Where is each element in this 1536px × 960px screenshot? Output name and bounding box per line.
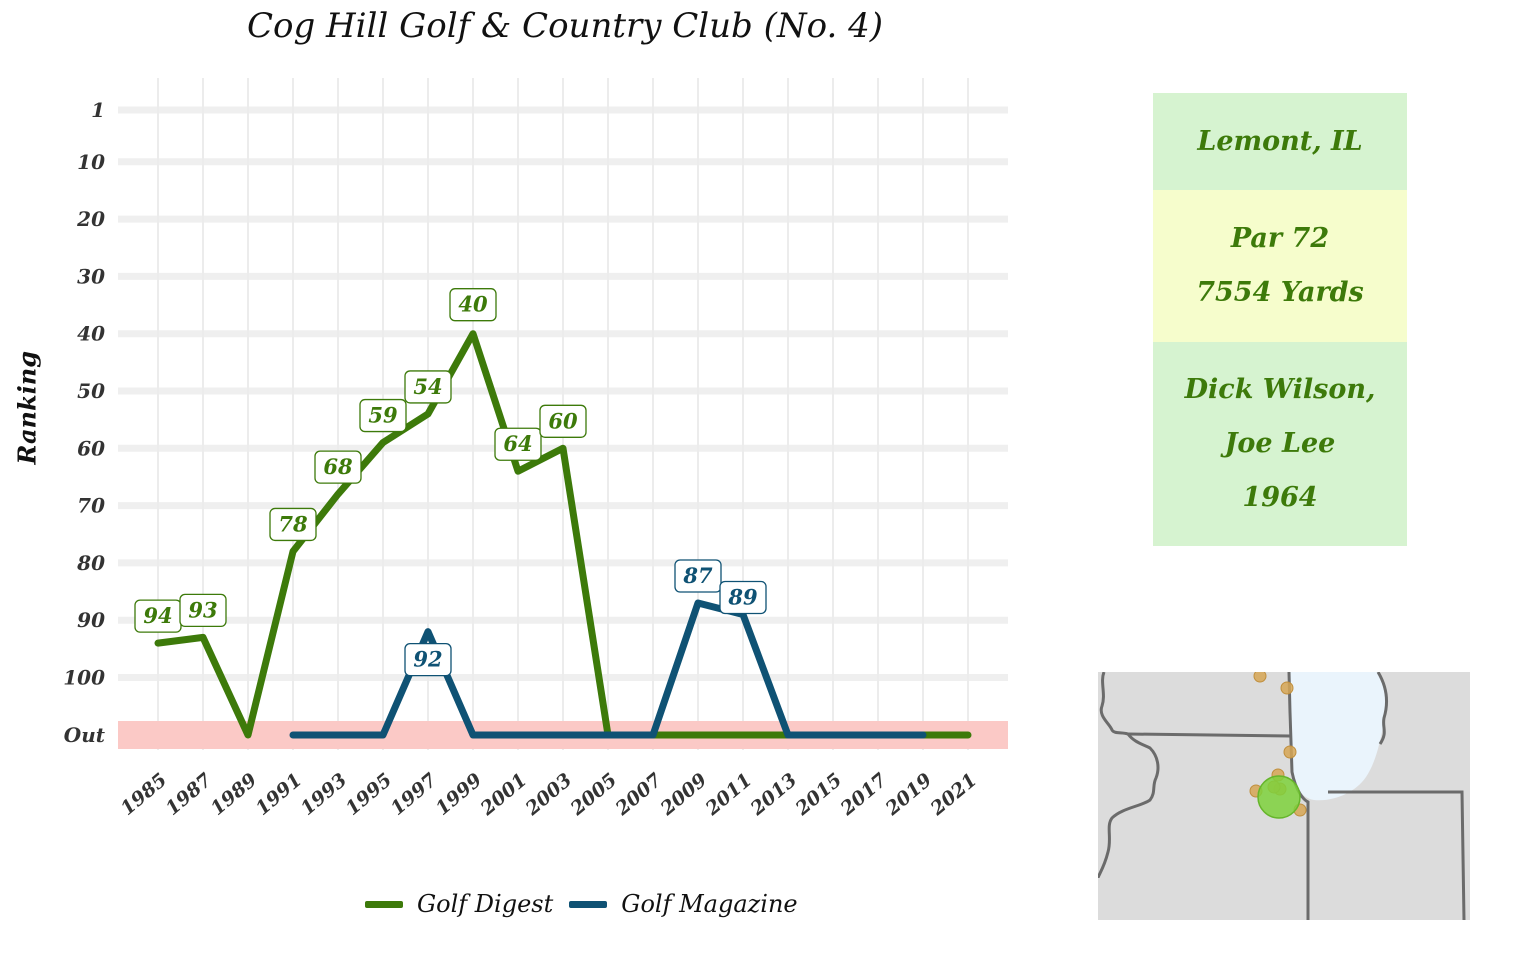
data-label-text: 68 bbox=[323, 454, 353, 479]
data-label: 94 bbox=[134, 599, 182, 633]
grid-layer bbox=[118, 78, 1008, 750]
legend-swatch-golf-magazine bbox=[569, 900, 608, 908]
y-tick-label: 60 bbox=[77, 436, 105, 460]
legend-label-golf-magazine: Golf Magazine bbox=[621, 890, 798, 918]
y-tick-label: 10 bbox=[77, 150, 105, 174]
x-tick-label: 1993 bbox=[297, 769, 352, 820]
chart-title: Cog Hill Golf & Country Club (No. 4) bbox=[246, 6, 884, 46]
data-label: 92 bbox=[404, 643, 452, 677]
ranking-chart: 94 93 78 68 59 54 40 64 60 92 87 89 1 10 20 30 40 50 60 70… bbox=[63, 78, 1008, 820]
data-label-text: 94 bbox=[143, 603, 172, 628]
data-label-text: 93 bbox=[188, 597, 217, 622]
x-tick-label: 2001 bbox=[476, 769, 531, 820]
data-label-box bbox=[404, 643, 452, 677]
data-label-box bbox=[314, 450, 362, 484]
data-label: 59 bbox=[359, 398, 407, 433]
legend-item-golf-digest: Golf Digest bbox=[365, 890, 553, 918]
data-label: 93 bbox=[179, 593, 227, 628]
y-tick-label: 100 bbox=[63, 666, 105, 690]
data-label: 89 bbox=[719, 580, 767, 615]
legend-item-golf-magazine: Golf Magazine bbox=[569, 890, 798, 918]
data-label: 64 bbox=[494, 427, 542, 461]
data-label: 40 bbox=[449, 288, 497, 322]
architect-box: Dick Wilson, Joe Lee 1964 bbox=[1153, 342, 1407, 546]
data-label-box bbox=[494, 427, 542, 461]
y-tick-label: 40 bbox=[77, 322, 105, 346]
x-tick-label: 2007 bbox=[611, 769, 666, 820]
data-label-box bbox=[404, 370, 452, 404]
location-text: Lemont, IL bbox=[1197, 125, 1363, 157]
y-tick-label: 20 bbox=[76, 207, 105, 231]
data-label-box bbox=[539, 404, 587, 438]
legend: Golf Digest Golf Magazine bbox=[365, 890, 814, 918]
data-label-text: 54 bbox=[413, 374, 442, 399]
data-label: 68 bbox=[314, 450, 362, 484]
yards-text: 7554 Yards bbox=[1196, 277, 1364, 308]
data-label-text: 89 bbox=[727, 584, 758, 609]
par-text: Par 72 bbox=[1230, 223, 1330, 254]
data-label-box bbox=[179, 593, 227, 628]
x-tick-label: 2013 bbox=[746, 769, 801, 820]
x-tick-label: 2011 bbox=[701, 769, 756, 820]
data-label-box bbox=[269, 507, 317, 542]
data-labels: 94 93 78 68 59 54 40 64 60 92 87 89 bbox=[134, 288, 767, 677]
x-tick-label: 2021 bbox=[926, 769, 981, 820]
x-tick-label: 1991 bbox=[252, 769, 307, 820]
architect-line-2: Joe Lee bbox=[1224, 428, 1336, 459]
legend-swatch-golf-digest bbox=[365, 900, 403, 908]
x-tick-label: 1997 bbox=[387, 769, 442, 820]
course-marker bbox=[1283, 745, 1297, 759]
course-marker bbox=[1280, 681, 1294, 695]
x-tick-label: 1985 bbox=[117, 769, 172, 820]
x-tick-label: 1987 bbox=[162, 769, 217, 820]
x-tick-label: 1995 bbox=[342, 769, 397, 820]
data-label-box bbox=[719, 580, 767, 615]
x-tick-label: 1999 bbox=[432, 769, 487, 820]
location-box: Lemont, IL bbox=[1153, 93, 1407, 190]
series-line-golf-magazine bbox=[289, 599, 927, 739]
x-ticks: 1985198719891991199319951997199920012003… bbox=[117, 769, 982, 820]
data-label-box bbox=[449, 288, 497, 322]
x-tick-label: 2019 bbox=[881, 769, 936, 820]
data-label-box bbox=[674, 559, 722, 593]
x-tick-label: 1989 bbox=[207, 769, 262, 820]
course-stats-box: Par 72 7554 Yards bbox=[1153, 190, 1407, 342]
data-label: 60 bbox=[539, 404, 587, 438]
data-label: 54 bbox=[404, 370, 452, 404]
data-label-text: 92 bbox=[413, 647, 442, 672]
legend-label-golf-digest: Golf Digest bbox=[417, 890, 554, 918]
data-label-text: 64 bbox=[503, 431, 532, 456]
data-label-text: 87 bbox=[682, 563, 713, 588]
y-tick-label: 70 bbox=[77, 494, 105, 518]
y-tick-label: Out bbox=[64, 723, 106, 747]
data-label-box bbox=[359, 398, 407, 433]
architect-year: 1964 bbox=[1242, 482, 1318, 513]
x-tick-label: 2003 bbox=[521, 769, 576, 820]
y-tick-label: 90 bbox=[77, 608, 105, 632]
y-tick-label: 30 bbox=[77, 264, 105, 288]
x-tick-label: 2005 bbox=[566, 769, 621, 820]
course-marker bbox=[1253, 672, 1267, 683]
data-label-text: 40 bbox=[458, 292, 488, 317]
y-tick-label: 1 bbox=[91, 98, 105, 122]
course-markers bbox=[1249, 672, 1307, 819]
data-label: 78 bbox=[269, 507, 317, 542]
x-tick-label: 2015 bbox=[791, 769, 846, 820]
y-tick-label: 50 bbox=[77, 379, 105, 403]
architect-line-1: Dick Wilson, bbox=[1184, 374, 1376, 405]
data-label-text: 59 bbox=[368, 403, 398, 428]
series-lines bbox=[154, 330, 972, 739]
x-tick-label: 2009 bbox=[656, 769, 711, 820]
highlighted-course-marker bbox=[1257, 775, 1301, 819]
data-label: 87 bbox=[674, 559, 722, 593]
x-tick-label: 2017 bbox=[836, 769, 891, 820]
location-map bbox=[1098, 672, 1470, 920]
data-label-text: 60 bbox=[548, 408, 578, 433]
y-ticks: 1 10 20 30 40 50 60 70 80 90 100 Out bbox=[63, 98, 106, 747]
lake-michigan bbox=[1288, 672, 1386, 801]
data-label-text: 78 bbox=[278, 511, 308, 536]
y-tick-label: 80 bbox=[76, 551, 105, 575]
